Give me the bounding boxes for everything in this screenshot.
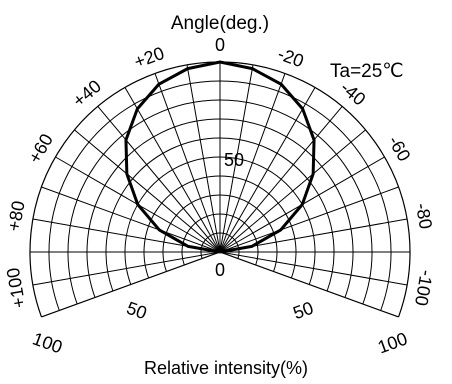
chart-title: Angle(deg.) [171, 13, 269, 34]
grid-spoke [219, 129, 366, 253]
radial-tick-label: 0 [215, 260, 225, 280]
radial-tick-label: 100 [30, 328, 65, 357]
angle-tick-label: +60 [24, 130, 57, 166]
polar-grid [29, 61, 411, 318]
ambient-temperature-annotation: Ta=25℃ [330, 61, 404, 82]
grid-spoke [219, 64, 254, 253]
radial-tick-label: 100 [375, 328, 410, 357]
grid-spoke [41, 251, 221, 318]
grid-spoke [219, 87, 316, 253]
angle-tick-label: -40 [337, 77, 370, 109]
x-axis-label: Relative intensity(%) [144, 358, 308, 378]
grid-spoke [219, 251, 408, 286]
grid-spoke [97, 106, 221, 253]
grid-spoke [124, 87, 221, 253]
angle-tick-label: +100 [3, 266, 30, 309]
angle-tick-label: -60 [384, 132, 414, 165]
series-layer [124, 60, 316, 254]
angle-tick-label: -80 [412, 202, 436, 231]
intensity-curve [124, 60, 316, 254]
angle-tick-label: -20 [275, 44, 306, 72]
grid-spoke [154, 73, 221, 253]
angle-tick-label: +20 [131, 43, 167, 72]
radial-tick-label: 50 [124, 298, 150, 324]
angle-tick-label: +80 [4, 199, 29, 233]
radial-tick-label: 50 [290, 298, 316, 324]
grid-spoke [41, 186, 221, 253]
angle-tick-label: +40 [69, 76, 105, 111]
angle-tick-label: 0 [215, 35, 225, 55]
grid-spoke [186, 64, 221, 253]
grid-spoke [219, 106, 343, 253]
grid-spoke [219, 73, 286, 253]
grid-spoke [74, 129, 221, 253]
grid-spoke [219, 186, 399, 253]
grid-spoke [219, 251, 399, 318]
grid-spoke [32, 251, 221, 286]
radial-tick-label: 50 [224, 150, 244, 170]
angle-tick-label: -100 [411, 268, 437, 307]
